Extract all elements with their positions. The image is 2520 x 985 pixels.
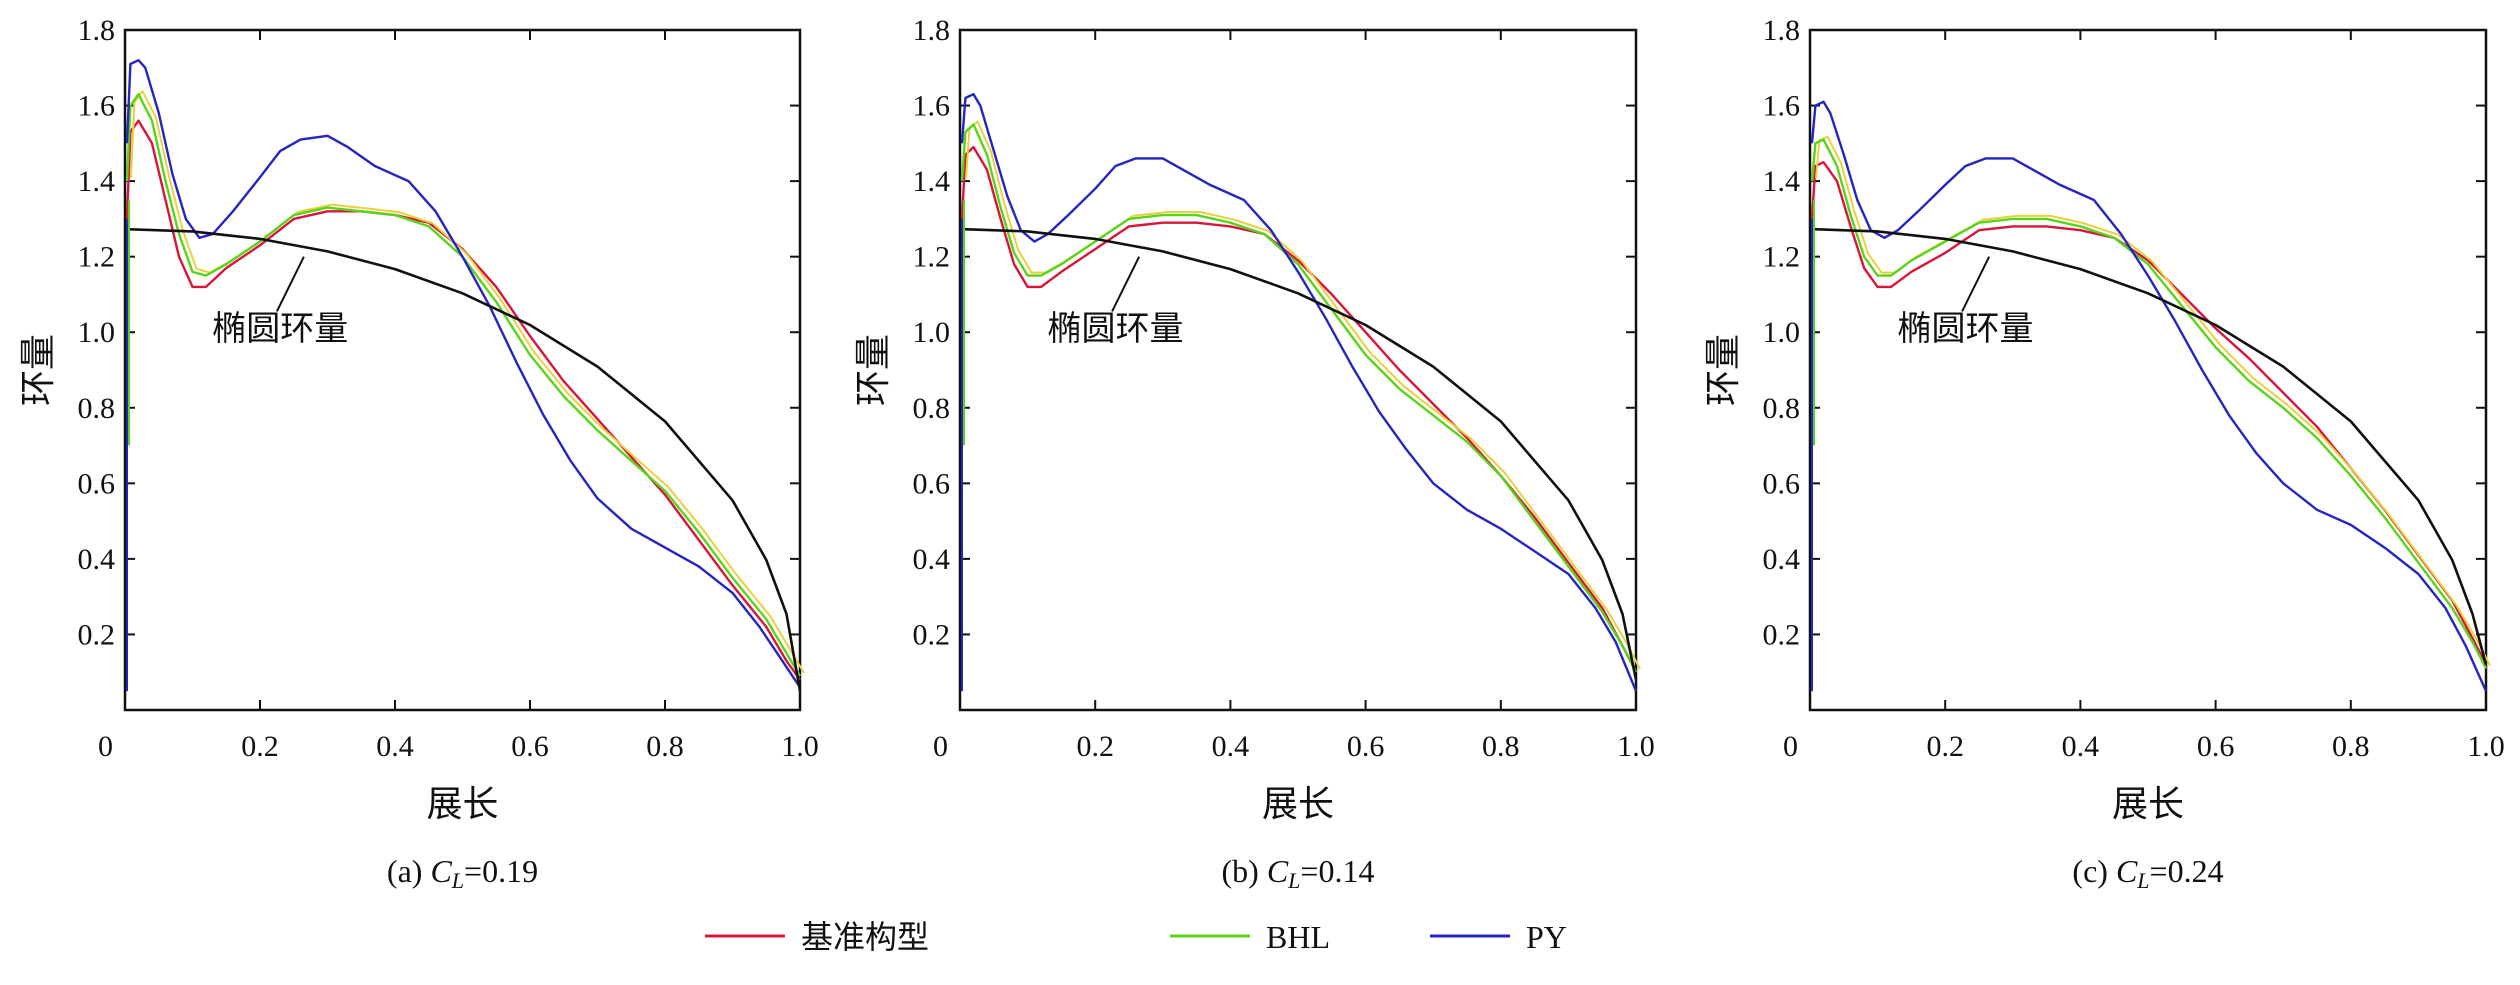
x-tick-label: 0.8	[1482, 730, 1520, 763]
y-tick-label: 1.6	[1763, 90, 1801, 123]
y-tick-label: 0.6	[78, 467, 116, 500]
y-tick-label: 1.8	[1763, 14, 1801, 47]
annotation-label: 椭圆环量	[1047, 311, 1183, 348]
y-tick-label: 1.4	[913, 165, 951, 198]
y-tick-label: 1.6	[78, 90, 116, 123]
y-tick-label: 1.8	[913, 14, 951, 47]
caption-var: C	[430, 853, 452, 889]
annotation-label: 椭圆环量	[1897, 311, 2033, 348]
caption-prefix: (b)	[1222, 853, 1267, 889]
y-axis-label: 环量	[18, 334, 58, 406]
legend-label-0: 基准构型	[801, 919, 929, 955]
series-line-elliptic	[959, 227, 1638, 681]
caption-value: =0.24	[2150, 853, 2224, 889]
x-tick-label: 1.0	[2467, 730, 2505, 763]
y-tick-label: 0.2	[913, 618, 951, 651]
y-tick-label: 1.0	[78, 316, 116, 349]
x-tick-label: 1.0	[781, 730, 819, 763]
series-line-py	[960, 93, 1638, 692]
y-tick-label: 1.8	[78, 14, 116, 47]
y-tick-label: 1.6	[913, 90, 951, 123]
caption-prefix: (a)	[387, 853, 431, 889]
x-tick-label: 0.4	[2062, 730, 2100, 763]
y-tick-label: 0.2	[78, 618, 116, 651]
chart-caption: (c) CL=0.24	[2072, 853, 2223, 893]
x-tick-label: 0	[1783, 730, 1798, 763]
series-line-baseline	[125, 119, 801, 681]
y-tick-label: 0.2	[1763, 618, 1801, 651]
series-trace-yellow	[965, 120, 1641, 670]
series-line-bhl	[125, 93, 802, 677]
y-tick-label: 1.0	[913, 316, 951, 349]
x-tick-label: 0.6	[1347, 730, 1385, 763]
y-tick-label: 0.8	[78, 392, 116, 425]
annotation-label: 椭圆环量	[212, 311, 348, 348]
y-tick-label: 1.0	[1763, 316, 1801, 349]
caption-var: C	[2116, 853, 2138, 889]
y-tick-label: 0.6	[1763, 467, 1801, 500]
x-tick-label: 0.2	[1076, 730, 1114, 763]
y-axis-label: 环量	[853, 334, 893, 406]
x-axis-label: 展长	[426, 784, 498, 824]
annotation-leader	[1111, 256, 1141, 312]
plot-frame	[123, 28, 802, 712]
series-line-elliptic	[1809, 227, 2488, 666]
x-tick-label: 0.2	[1926, 730, 1964, 763]
series-line-bhl	[960, 123, 1638, 673]
y-tick-label: 0.4	[913, 543, 951, 576]
y-tick-label: 1.4	[78, 165, 116, 198]
caption-sub: L	[1287, 868, 1300, 893]
y-axis-label: 环量	[1703, 334, 1743, 406]
x-tick-label: 0.8	[2332, 730, 2370, 763]
x-tick-label: 0	[98, 730, 113, 763]
legend-label-2: PY	[1526, 919, 1567, 955]
caption-sub: L	[451, 868, 464, 893]
series-line-elliptic	[124, 227, 802, 692]
caption-prefix: (c)	[2072, 853, 2116, 889]
series-line-py	[1810, 100, 2488, 692]
caption-value: =0.19	[464, 853, 538, 889]
caption-var: C	[1267, 853, 1289, 889]
caption-value: =0.14	[1300, 853, 1374, 889]
y-tick-label: 1.2	[78, 241, 116, 274]
x-tick-label: 0.2	[241, 730, 279, 763]
x-axis-label: 展长	[1262, 784, 1334, 824]
series-line-bhl	[1810, 138, 2488, 669]
y-tick-label: 0.8	[1763, 392, 1801, 425]
x-tick-label: 0.6	[2197, 730, 2235, 763]
x-tick-label: 0.6	[511, 730, 549, 763]
y-tick-label: 1.2	[1763, 241, 1801, 274]
annotation-leader	[275, 256, 305, 312]
annotation-leader	[1961, 256, 1991, 312]
x-tick-label: 0	[933, 730, 948, 763]
plot-frame	[958, 28, 1638, 712]
chart-caption: (a) CL=0.19	[387, 853, 538, 893]
x-tick-label: 0.4	[1212, 730, 1250, 763]
x-tick-label: 1.0	[1617, 730, 1655, 763]
series-trace-yellow	[1815, 135, 2491, 666]
plot-frame	[1808, 28, 2488, 712]
series-line-baseline	[1810, 161, 2488, 666]
y-tick-label: 1.2	[913, 241, 951, 274]
y-tick-label: 0.4	[1763, 543, 1801, 576]
chart-caption: (b) CL=0.14	[1222, 853, 1375, 893]
series-line-baseline	[960, 145, 1638, 673]
y-tick-label: 0.6	[913, 467, 951, 500]
x-tick-label: 0.4	[376, 730, 414, 763]
series-line-py	[125, 59, 801, 688]
x-tick-label: 0.8	[646, 730, 684, 763]
series-trace-yellow	[130, 90, 805, 674]
y-tick-label: 0.4	[78, 543, 116, 576]
x-axis-label: 展长	[2112, 784, 2184, 824]
legend-label-1: BHL	[1266, 919, 1330, 955]
y-tick-label: 1.4	[1763, 165, 1801, 198]
caption-sub: L	[2136, 868, 2149, 893]
y-tick-label: 0.8	[913, 392, 951, 425]
